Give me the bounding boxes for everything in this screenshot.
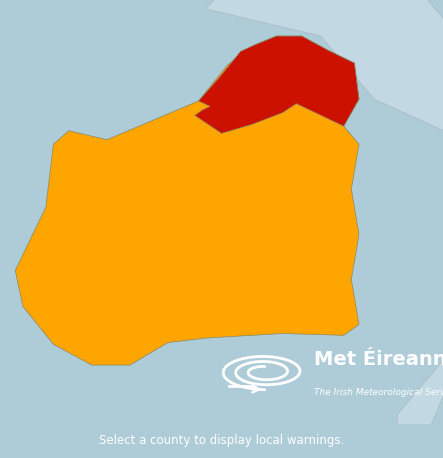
Polygon shape xyxy=(15,36,359,365)
Polygon shape xyxy=(195,36,359,133)
Text: Met Éireann: Met Éireann xyxy=(314,350,443,369)
Polygon shape xyxy=(206,0,443,458)
Text: The Irish Meteorological Service: The Irish Meteorological Service xyxy=(314,388,443,397)
Text: Select a county to display local warnings.: Select a county to display local warning… xyxy=(99,434,344,447)
